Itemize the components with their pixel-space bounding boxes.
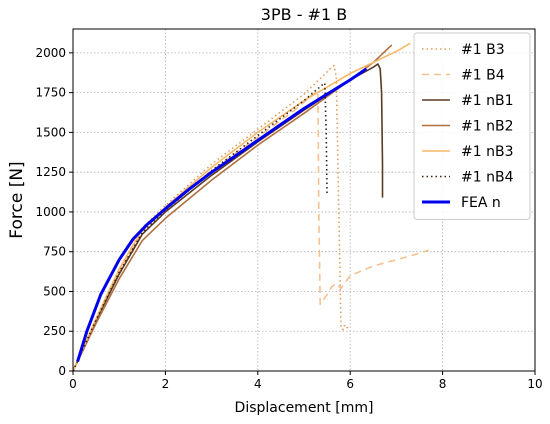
x-tick-label: 2 <box>162 377 170 391</box>
legend-label: #1 nB3 <box>461 144 513 160</box>
chart-title: 3PB - #1 B <box>261 5 347 24</box>
ticks: 0 2 4 6 8 10 0 250 500 750 1000 1250 1500 1750 2000 <box>35 46 542 391</box>
legend-box <box>413 32 531 220</box>
legend-label: #1 nB4 <box>461 170 514 186</box>
x-axis-label: Displacement [mm] <box>235 400 374 416</box>
y-tick-label: 250 <box>43 324 66 338</box>
y-tick-label: 500 <box>43 284 66 298</box>
x-tick-label: 8 <box>439 377 447 391</box>
plot-frame <box>72 28 536 372</box>
legend-label: #1 nB1 <box>461 93 513 109</box>
legend-label: #1 B4 <box>461 68 505 84</box>
series-line-4 <box>73 42 411 371</box>
y-tick-label: 0 <box>58 364 66 378</box>
x-tick-label: 6 <box>346 377 354 391</box>
x-tick-label: 0 <box>69 377 77 391</box>
series-line-1 <box>73 90 429 371</box>
series-line-0 <box>73 64 349 371</box>
x-tick-label: 4 <box>254 377 262 391</box>
y-tick-label: 750 <box>43 245 66 259</box>
series-line-5 <box>73 82 328 371</box>
y-tick-label: 1250 <box>35 165 66 179</box>
series-line-6 <box>76 67 368 362</box>
y-tick-label: 1000 <box>35 205 66 219</box>
y-tick-label: 1750 <box>35 86 66 100</box>
legend-label: #1 B3 <box>461 42 505 58</box>
y-axis-label: Force [N] <box>7 161 27 238</box>
y-tick-label: 2000 <box>35 46 66 60</box>
y-tick-label: 1500 <box>35 125 66 139</box>
legend-label: #1 nB2 <box>461 119 513 135</box>
x-tick-label: 10 <box>527 377 542 391</box>
legend-label: FEA n <box>461 195 501 211</box>
series-layer <box>73 42 429 371</box>
legend: #1 B3 #1 B4 #1 nB1 #1 nB2 #1 nB3 #1 nB4 FEA n <box>413 32 531 220</box>
